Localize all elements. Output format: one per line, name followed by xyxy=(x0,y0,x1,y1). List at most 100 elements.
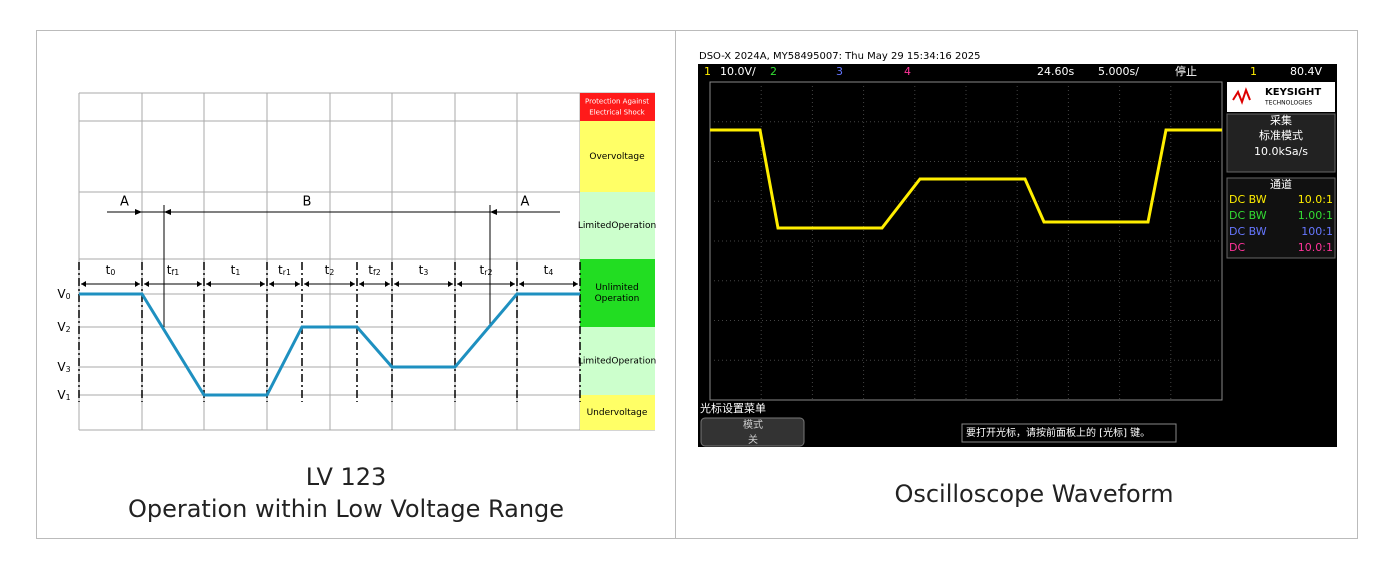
interval-label-main: t xyxy=(167,263,172,277)
zone-label: LimitedOperation xyxy=(578,221,656,231)
interval-label: tr2 xyxy=(480,263,493,278)
interval-label: tf2 xyxy=(368,263,380,278)
level-label-sub: 0 xyxy=(66,292,71,301)
interval-label-sub: 4 xyxy=(548,268,553,277)
level-label-sub: 1 xyxy=(66,393,71,402)
waveform xyxy=(79,292,580,397)
level-label: V2 xyxy=(57,320,70,335)
zone-label: Protection Against xyxy=(585,98,649,106)
interval-label: t3 xyxy=(419,263,429,278)
zone-label: Unlimited xyxy=(595,283,638,293)
zone-label: Electrical Shock xyxy=(589,109,645,117)
interval-label-main: t xyxy=(106,263,111,277)
interval-label-sub: 3 xyxy=(423,268,428,277)
interval-label-sub: 0 xyxy=(110,268,115,277)
interval-label-main: t xyxy=(419,263,424,277)
zone xyxy=(580,395,655,430)
channel-title: 通道 xyxy=(1270,177,1292,191)
level-label: V1 xyxy=(57,388,70,403)
menu-button[interactable] xyxy=(700,417,805,447)
status-text: 4 xyxy=(904,65,911,78)
caption: LV 123 xyxy=(306,463,387,491)
logo-sub: TECHNOLOGIES xyxy=(1264,100,1312,107)
zone xyxy=(580,121,655,192)
logo-mark xyxy=(1232,87,1251,105)
interval-label-sub: 2 xyxy=(329,268,334,277)
acquire-mode: 标准模式 xyxy=(1259,128,1303,142)
channel-box xyxy=(1226,177,1336,259)
interval-label-sub: f2 xyxy=(373,268,381,277)
level-label-main: V xyxy=(57,320,66,334)
channel-coupling: DC BW xyxy=(1229,209,1267,222)
arrow-head xyxy=(135,209,142,215)
interval-label-sub: 1 xyxy=(235,268,240,277)
interval-label-main: t xyxy=(480,263,485,277)
level-label-main: V xyxy=(57,360,66,374)
menu-label: 模式 xyxy=(743,418,763,431)
frame xyxy=(36,30,1358,539)
interval-label: tf1 xyxy=(167,263,179,278)
channel-probe: 1.00:1 xyxy=(1298,209,1333,222)
logo-text: KEYSIGHT xyxy=(1265,87,1321,98)
zone xyxy=(580,259,655,327)
level-label-sub: 3 xyxy=(66,365,71,374)
status-text: 10.0V/ xyxy=(720,65,756,78)
arrow-head xyxy=(164,209,171,215)
menu-value: 关 xyxy=(748,433,758,446)
zone-label: Overvoltage xyxy=(589,152,645,162)
interval-label: t2 xyxy=(325,263,335,278)
zone xyxy=(580,93,655,121)
channel-coupling: DC BW xyxy=(1229,193,1267,206)
interval-label: tr1 xyxy=(278,263,291,278)
level-label-sub: 2 xyxy=(66,325,71,334)
status-text: 停止 xyxy=(1175,64,1197,78)
interval-label-main: t xyxy=(325,263,330,277)
channel-probe: 10.0:1 xyxy=(1298,241,1333,254)
scope-header: DSO-X 2024A, MY58495007: Thu May 29 15:3… xyxy=(699,51,980,62)
interval-label-main: t xyxy=(544,263,549,277)
level-label: V0 xyxy=(57,287,70,302)
interval-label-sub: r1 xyxy=(283,268,291,277)
message: 要打开光标，请按前面板上的 [光标] 键。 xyxy=(966,426,1150,439)
level-label-main: V xyxy=(57,388,66,402)
status-text: 5.000s/ xyxy=(1098,65,1139,78)
interval-label-sub: f1 xyxy=(172,268,180,277)
channel-coupling: DC BW xyxy=(1229,225,1267,238)
status-text: 24.60s xyxy=(1037,65,1074,78)
segment-label: A xyxy=(521,195,530,210)
message-box xyxy=(961,423,1177,443)
status-text: 1 xyxy=(704,65,711,78)
logo-box xyxy=(1227,82,1335,112)
zone-label: Undervoltage xyxy=(587,408,648,418)
channel-probe: 10.0:1 xyxy=(1298,193,1333,206)
arrow-head xyxy=(490,209,497,215)
zone-label: LimitedOperation xyxy=(578,357,656,367)
channel-coupling: DC xyxy=(1229,241,1245,254)
interval-label: t0 xyxy=(106,263,116,278)
caption: Operation within Low Voltage Range xyxy=(128,495,564,523)
status-text: 80.4V xyxy=(1290,65,1322,78)
zone xyxy=(580,192,655,259)
acquire-box xyxy=(1226,113,1336,173)
acquire-rate: 10.0kSa/s xyxy=(1254,145,1308,158)
segment-label: A xyxy=(120,195,129,210)
caption: Oscilloscope Waveform xyxy=(894,480,1173,508)
status-text: 3 xyxy=(836,65,843,78)
interval-label-main: t xyxy=(231,263,236,277)
zone xyxy=(580,327,655,395)
segment-label: B xyxy=(303,195,312,210)
interval-label-main: t xyxy=(368,263,373,277)
status-text: 1 xyxy=(1250,65,1257,78)
channel-probe: 100:1 xyxy=(1301,225,1333,238)
menu-title: 光标设置菜单 xyxy=(700,401,766,415)
status-text: 2 xyxy=(770,65,777,78)
level-label: V3 xyxy=(57,360,70,375)
level-label-main: V xyxy=(57,287,66,301)
acquire-title: 采集 xyxy=(1270,113,1292,127)
interval-label: t4 xyxy=(544,263,554,278)
interval-label: t1 xyxy=(231,263,241,278)
interval-label-main: t xyxy=(278,263,283,277)
